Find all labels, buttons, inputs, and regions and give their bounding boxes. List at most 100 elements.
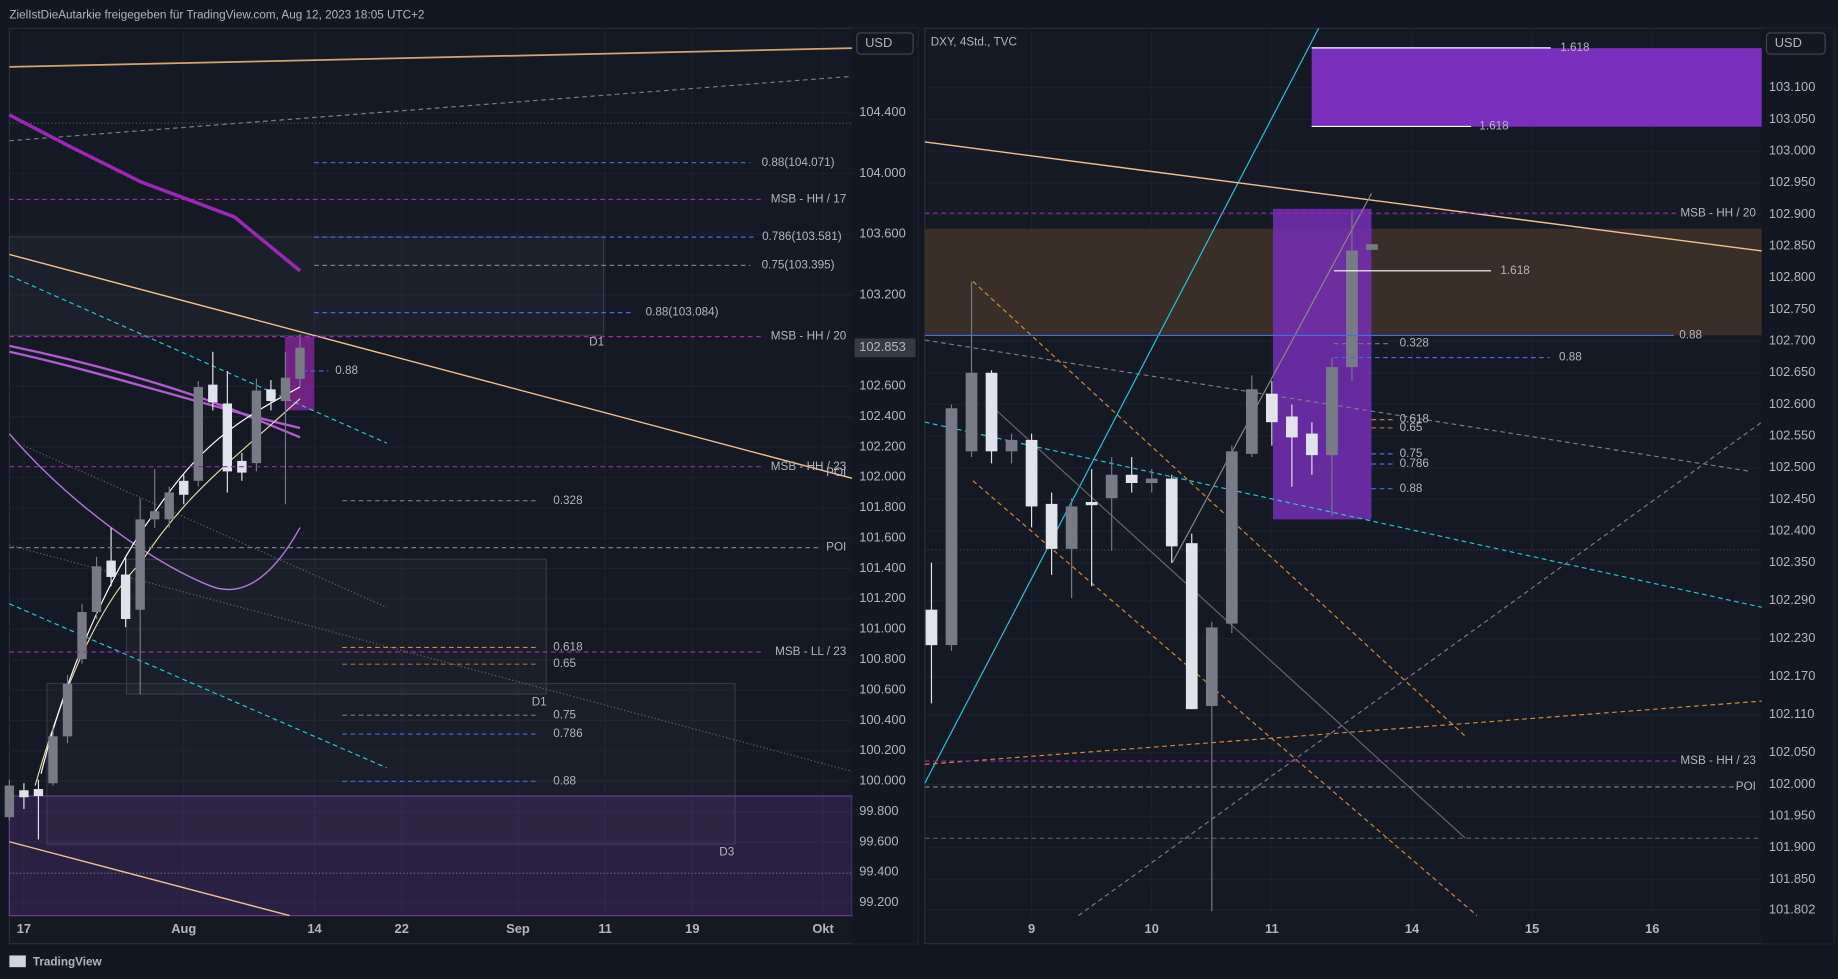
level-label: 0.88(104.071) [762, 156, 835, 169]
zone [8, 236, 605, 336]
trendline [972, 480, 1478, 917]
y-tick-label: 102.290 [1769, 592, 1816, 607]
y-tick-label: 100.800 [859, 651, 906, 666]
y-tick-label: 100.200 [859, 742, 906, 757]
y-tick-label: 101.900 [1769, 839, 1816, 854]
candle-body [1105, 474, 1118, 499]
axes: 104.400 104.000 103.600 103.200 102.600 102.4… [17, 32, 1826, 936]
x-tick-label: Sep [506, 921, 530, 936]
trendline [9, 603, 388, 769]
zone [46, 682, 736, 845]
candle-body [4, 785, 15, 818]
y-tick-label: 101.600 [859, 529, 906, 544]
x-tick-label: 9 [1028, 921, 1035, 936]
level-label: 0.75 [553, 708, 576, 721]
candle-body [1225, 451, 1238, 624]
level-label: 1.618 [1500, 264, 1530, 277]
trendline [9, 47, 853, 68]
trendline [9, 544, 853, 772]
level-label: 0.88 [1400, 482, 1423, 495]
y-tick-label: 101.000 [859, 621, 906, 636]
right-price-axis [1761, 28, 1835, 944]
level-label: POI [826, 541, 846, 554]
x-tick-label: 17 [17, 921, 31, 936]
y-tick-label: 102.600 [1769, 396, 1816, 411]
moving-average [9, 344, 301, 439]
x-tick-label: 14 [307, 921, 322, 936]
level-label: 0.328 [553, 494, 583, 507]
y-tick-label: 99.200 [859, 894, 898, 909]
y-tick-label: 101.800 [859, 499, 906, 514]
candle-body [1265, 393, 1278, 423]
y-tick-label: 102.500 [1769, 459, 1816, 474]
y-tick-label: 102.000 [859, 469, 906, 484]
candle-body [925, 609, 938, 646]
header: ZielIstDieAutarkie freigegeben für Tradi… [9, 8, 424, 21]
last-price-tag [854, 338, 916, 358]
trendline [1171, 193, 1372, 564]
level-label: 0.65 [553, 657, 576, 670]
currency: USD [865, 35, 892, 50]
candle-body [106, 560, 116, 577]
y-tick-label: 103.050 [1769, 111, 1816, 126]
level-label: POI [826, 466, 846, 479]
candle-body [985, 372, 998, 452]
candle-body [945, 408, 958, 646]
x-tick-label: 11 [598, 921, 612, 936]
candle-body [222, 403, 233, 472]
level-label: 0.786 [553, 727, 582, 740]
x-tick-label: 10 [1145, 921, 1159, 936]
level-label: 0.88 [1559, 351, 1582, 364]
y-tick-label: 100.600 [859, 681, 906, 696]
y-tick-label: 100.000 [859, 773, 906, 788]
y-tick-label: 104.000 [859, 165, 906, 180]
candle-body [19, 790, 29, 798]
moving-average [9, 350, 301, 430]
annotation: D1 [532, 695, 547, 708]
candle-body [150, 511, 160, 520]
moving-average [8, 433, 301, 591]
zone [126, 558, 547, 695]
candle-body [295, 347, 305, 379]
trendline [9, 253, 853, 480]
annotation: D3 [719, 845, 734, 858]
candle-body [120, 574, 131, 620]
x-tick-label: 19 [685, 921, 699, 936]
trendline [924, 421, 1762, 608]
candle-body [1165, 478, 1178, 547]
annotation: D1 [589, 335, 604, 348]
trendline [9, 841, 290, 917]
y-tick-label: 99.800 [859, 803, 898, 818]
x-tick-label: Okt [812, 921, 834, 936]
trendline [1078, 421, 1763, 917]
brand-logo [9, 955, 26, 968]
candle-body [1065, 506, 1078, 549]
brand: TradingView [33, 956, 103, 969]
chart-title: DXY, 4Std., TVC [931, 35, 1018, 48]
y-tick-label: 102.850 [1769, 238, 1816, 253]
candle-body [280, 377, 291, 402]
zone [1311, 48, 1762, 127]
level-label: POI [1736, 780, 1756, 793]
level-label: 0.786 [1400, 457, 1429, 470]
currency: USD [1775, 35, 1802, 50]
y-tick-label: 100.400 [859, 712, 906, 727]
trendline [23, 445, 388, 608]
level-label: MSB - HH / 20 [771, 330, 847, 343]
y-tick-label: 102.050 [1769, 744, 1816, 759]
level-label: 0.65 [1400, 421, 1423, 434]
candle-body [1326, 367, 1338, 456]
currency-box [1765, 32, 1826, 55]
y-tick-label: 104.400 [859, 104, 906, 119]
level-label: 0.88 [335, 364, 358, 377]
candle-body [1346, 250, 1358, 368]
candle-body [164, 492, 174, 520]
trendline [9, 75, 853, 142]
candle-body [77, 612, 87, 660]
x-tick-label: 11 [1265, 921, 1279, 936]
level-label: MSB - HH / 23 [771, 460, 847, 473]
y-tick-label: 102.450 [1769, 491, 1816, 506]
x-tick-label: 14 [1405, 921, 1420, 936]
trendline [972, 281, 1466, 737]
